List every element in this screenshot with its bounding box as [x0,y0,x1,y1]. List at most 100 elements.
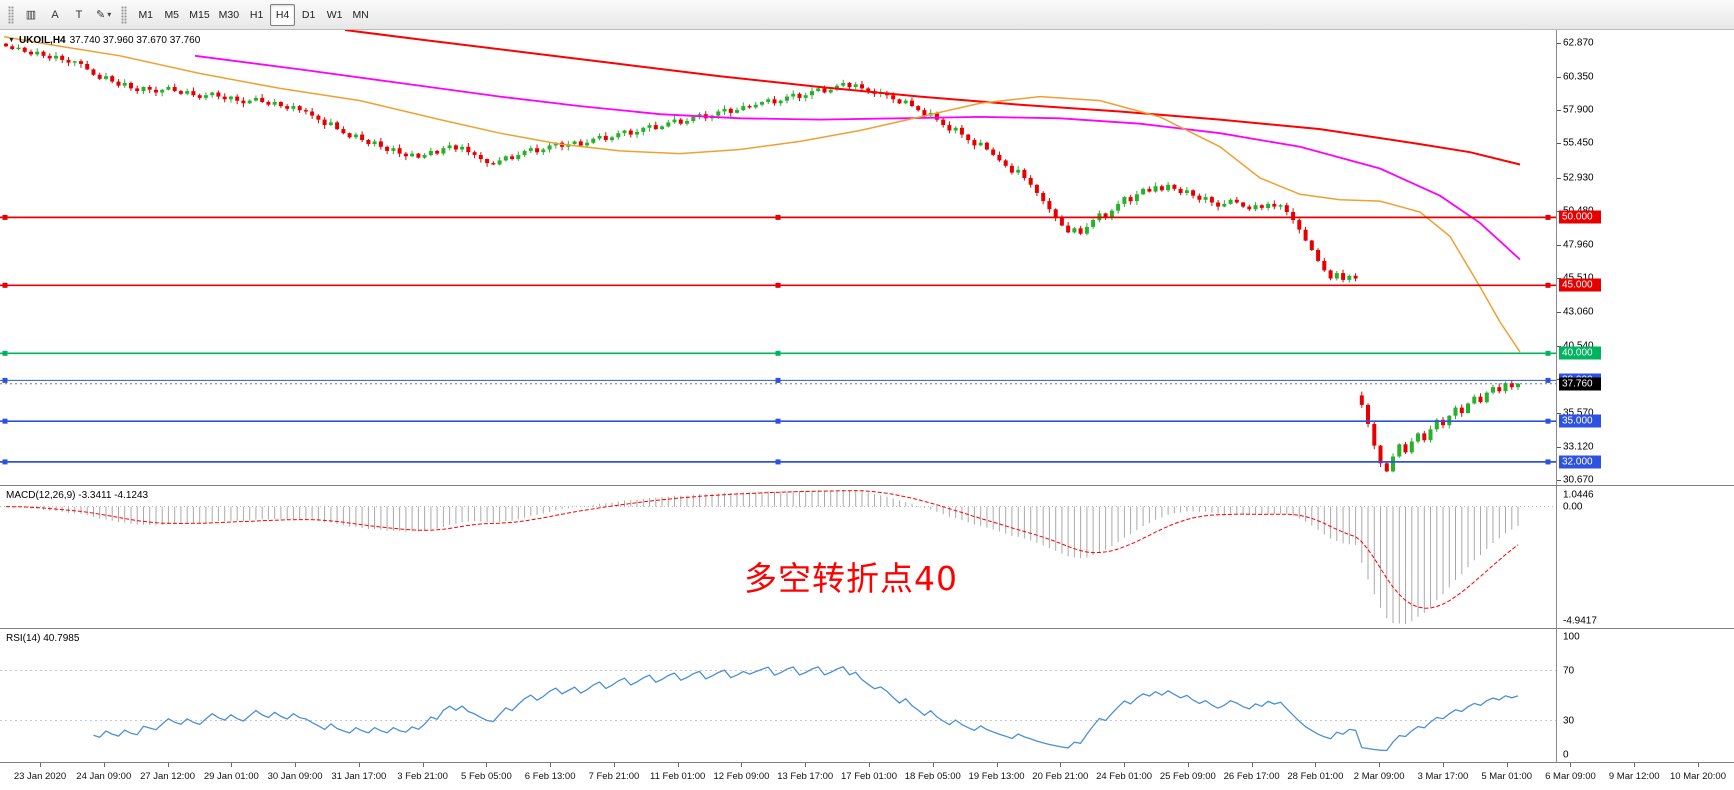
charts-button[interactable]: ▥ [25,9,37,21]
main-chart[interactable]: ▼ UKOIL,H4 37.740 37.960 37.670 37.760 [0,30,1556,485]
hline-handle [775,418,781,424]
tf-h4-button[interactable]: H4 [270,3,296,26]
object-tools-group: ▥ A T ✎ ▾ [20,4,115,26]
tf-d1-button[interactable]: D1 [301,8,316,21]
macd-axis[interactable]: 1.0446 0.00 -4.9417 [1556,485,1734,628]
price-axis-label: 35.570 [1563,407,1594,419]
time-tick [103,763,105,767]
rsi-label: RSI(14) 40.7985 [6,633,80,644]
price-axis-label: 45.510 [1563,273,1594,284]
toolbar: ▥ A T ✎ ▾ M1 M5 M15 M30 H1 H4 D1 W1 MN [0,0,1734,30]
time-tick [486,763,488,767]
rsi-plot[interactable] [0,629,1556,762]
hline-price-badge: 50.000 [1559,210,1601,224]
tf-mn-button[interactable]: MN [352,8,369,21]
macd-axis-max: 1.0446 [1563,489,1594,501]
axis-tick [1557,42,1561,44]
price-axis-label: 57.900 [1563,104,1594,116]
macd-signal-line [5,490,1519,609]
draw-tools-button[interactable]: ✎ ▾ [96,9,112,21]
axis-tick [1557,177,1561,179]
time-tick [741,763,743,767]
tf-m30-button[interactable]: M30 [218,8,240,21]
hline-price-badge: 45.000 [1559,278,1601,292]
hline-32.000 [0,459,1556,465]
axis-tick [1557,110,1561,112]
time-tick [1315,763,1317,767]
time-axis-label: 25 Feb 09:00 [1159,771,1216,782]
time-tick [1634,763,1636,767]
current-price-badge: 37.760 [1559,377,1601,391]
time-axis-label: 2 Mar 09:00 [1353,771,1405,782]
hline-handle [2,214,8,220]
price-axis-label: 52.930 [1563,172,1594,184]
macd-axis-zero: 0.00 [1563,501,1583,513]
macd-panel[interactable]: MACD(12,26,9) -3.3411 -4.1243 多空转折点40 [0,485,1556,628]
time-axis-label: 12 Feb 09:00 [713,771,770,782]
time-axis-label: 6 Mar 09:00 [1545,771,1596,782]
time-axis-label: 3 Feb 21:00 [397,771,448,782]
timeframe-toolbar-grip[interactable] [121,5,128,24]
time-tick [231,763,233,767]
chart-annotation-text[interactable]: 多空转折点40 [744,559,958,598]
time-axis-label: 17 Feb 01:00 [841,771,897,782]
macd-plot[interactable] [0,486,1556,628]
time-axis-label: 29 Jan 01:00 [203,771,259,782]
time-tick [167,763,169,767]
chart-ohlc: 37.740 37.960 37.670 37.760 [69,35,201,46]
time-axis-label: 6 Feb 13:00 [524,771,576,782]
hline-38.000 [0,377,1556,383]
hline-handle [1545,418,1551,424]
time-axis-label: 3 Mar 17:00 [1417,771,1469,782]
hline-price-badge: 40.000 [1559,346,1601,360]
tf-m5-button[interactable]: M5 [164,8,180,21]
candlestick-chart[interactable] [0,30,1556,485]
time-tick [422,763,424,767]
time-axis[interactable]: 23 Jan 2020 24 Jan 09:00 27 Jan 12:00 29 Ja… [0,762,1734,790]
rsi-axis-label: 70 [1563,665,1575,676]
time-axis-label: 7 Feb 21:00 [588,771,640,782]
time-axis-label: 9 Mar 12:00 [1608,771,1660,782]
time-tick [996,763,998,767]
ma-slow-line [344,30,1521,166]
tf-w1-button[interactable]: W1 [326,8,343,21]
toolbar-grip[interactable] [8,5,14,24]
rsi-axis[interactable]: 100 70 30 0 [1556,628,1734,762]
tf-m15-button[interactable]: M15 [189,8,210,21]
hline-handle [2,377,8,383]
time-axis-label: 5 Feb 05:00 [461,771,512,782]
time-tick [550,763,552,767]
axis-tick [1557,345,1561,347]
time-axis-label: 20 Feb 21:00 [1032,771,1089,782]
hline-handle [775,282,781,288]
symbol-menu-icon[interactable]: ▼ [8,37,15,44]
price-axis-label: 33.120 [1563,441,1594,453]
macd-histogram [11,490,1519,624]
time-tick [1187,763,1189,767]
hline-40.000 [0,350,1556,356]
timeframe-toolbar: M1 M5 M15 M30 H1 H4 D1 W1 MN [133,3,373,26]
price-axis-label: 40.540 [1563,340,1594,351]
rsi-panel[interactable]: RSI(14) 40.7985 [0,628,1556,762]
tf-m1-button[interactable]: M1 [138,8,154,21]
time-tick [358,763,360,767]
time-axis-label: 10 Mar 20:00 [1670,771,1726,782]
hline-handle [1545,282,1551,288]
tf-h1-button[interactable]: H1 [249,8,264,21]
price-axis[interactable]: 62.870 60.350 57.900 55.450 52.930 50.480 47.9… [1556,30,1734,485]
rsi-axis-label: 100 [1563,631,1580,643]
time-axis-label: 30 Jan 09:00 [267,771,323,782]
time-tick [295,763,297,767]
axis-tick [1557,479,1561,481]
hline-handle [1545,377,1551,383]
hline-50.000 [0,214,1556,220]
hline-price-badge: 35.000 [1559,414,1601,428]
time-tick [1442,763,1444,767]
time-tick [1251,763,1253,767]
time-axis-label: 26 Feb 17:00 [1223,771,1280,782]
price-axis-label: 47.960 [1563,239,1594,251]
arrow-text-button[interactable]: A [51,8,59,21]
text-tool-button[interactable]: T [75,8,83,21]
hline-price-badge: 32.000 [1559,455,1601,469]
